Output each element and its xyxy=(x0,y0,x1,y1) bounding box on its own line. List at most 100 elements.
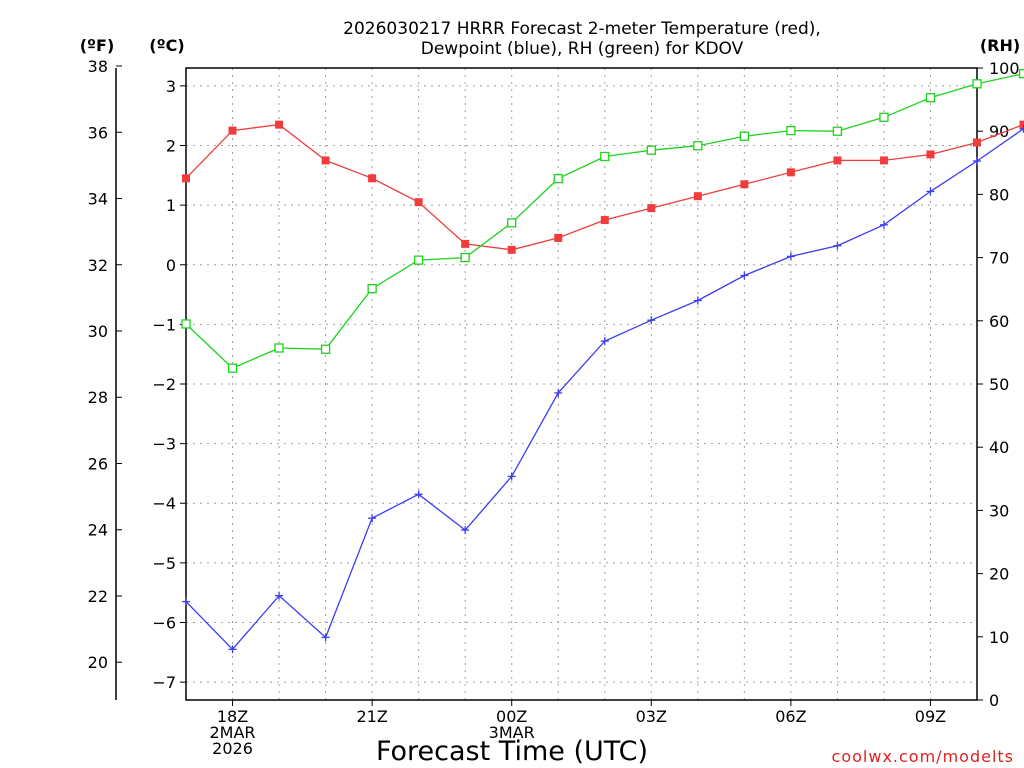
data-point xyxy=(182,597,190,606)
data-point xyxy=(461,526,470,535)
data-point xyxy=(739,131,750,141)
celsius-tick-label: −7 xyxy=(152,673,176,692)
data-point xyxy=(786,125,796,136)
data-point xyxy=(833,156,842,165)
x-tick-label: 3MAR xyxy=(489,723,535,742)
fahrenheit-tick-label: 28 xyxy=(88,388,108,407)
data-point xyxy=(925,93,936,103)
data-point xyxy=(228,645,237,654)
data-point xyxy=(275,120,284,129)
x-tick-label: 00Z xyxy=(496,707,527,726)
fahrenheit-tick-label: 20 xyxy=(88,653,108,672)
celsius-tick-label: −5 xyxy=(152,554,176,573)
fahrenheit-unit-label: (ºF) xyxy=(80,36,115,55)
data-point xyxy=(786,168,795,177)
data-point xyxy=(832,126,843,136)
rh-unit-label: (RH) xyxy=(980,36,1020,55)
data-point xyxy=(973,157,981,166)
data-point xyxy=(228,126,237,135)
data-point xyxy=(461,239,470,248)
rh-tick-label: 70 xyxy=(989,249,1009,268)
x-tick-label: 06Z xyxy=(775,707,806,726)
axes: −7 −6 −5 −4 −3 −2 −1 0 1 2 3 20 22 24 26 28 30 32 34 36 38 0 1… xyxy=(88,57,1020,758)
celsius-tick-label: 0 xyxy=(166,256,176,275)
data-point xyxy=(274,343,284,353)
data-point xyxy=(413,255,424,265)
data-point xyxy=(879,112,889,122)
data-point xyxy=(368,174,377,183)
data-point xyxy=(227,363,238,373)
data-point xyxy=(1019,120,1024,129)
x-tick-label: 03Z xyxy=(636,707,667,726)
rh-tick-label: 80 xyxy=(989,185,1009,204)
data-point xyxy=(693,296,702,305)
data-point xyxy=(646,145,656,155)
x-tick-label: 18Z xyxy=(217,707,248,726)
data-point xyxy=(320,344,331,354)
data-point xyxy=(553,173,563,184)
celsius-unit-label: (ºC) xyxy=(149,36,184,55)
data-point xyxy=(879,156,888,165)
chart-title: 2026030217 HRRR Forecast 2-meter Tempera… xyxy=(343,19,821,39)
data-point xyxy=(460,252,470,263)
celsius-tick-label: −3 xyxy=(152,435,176,454)
data-point xyxy=(740,180,749,189)
rh-tick-label: 40 xyxy=(989,438,1009,457)
celsius-tick-label: −1 xyxy=(152,315,176,334)
data-point xyxy=(181,319,191,329)
x-tick-label: 2026 xyxy=(212,739,253,758)
fahrenheit-tick-label: 34 xyxy=(88,190,108,209)
fahrenheit-tick-label: 26 xyxy=(88,454,108,473)
data-point xyxy=(321,156,330,165)
data-point xyxy=(507,245,516,254)
data-point xyxy=(1018,69,1024,79)
data-point xyxy=(600,337,609,346)
rh-tick-label: 60 xyxy=(989,312,1009,331)
data-point xyxy=(275,591,284,600)
rh-tick-label: 30 xyxy=(989,501,1009,520)
data-point xyxy=(926,187,935,196)
data-point xyxy=(554,388,563,397)
fahrenheit-tick-label: 30 xyxy=(88,322,108,341)
data-point xyxy=(321,633,330,642)
data-point xyxy=(647,316,656,325)
celsius-tick-label: 3 xyxy=(166,77,176,96)
celsius-tick-label: −6 xyxy=(152,613,176,632)
fahrenheit-tick-label: 32 xyxy=(88,256,108,275)
rh-tick-label: 10 xyxy=(989,628,1009,647)
celsius-tick-label: −4 xyxy=(152,494,176,513)
series-line xyxy=(185,128,1024,651)
data-point xyxy=(414,490,423,499)
credit-text: coolwx.com/modelts xyxy=(832,747,1014,766)
data-point xyxy=(368,514,377,523)
x-tick-label: 21Z xyxy=(356,707,387,726)
data-point xyxy=(647,204,656,213)
data-point xyxy=(414,198,423,207)
data-point xyxy=(693,141,703,151)
data-point xyxy=(507,472,516,481)
x-tick-label: 2MAR xyxy=(210,723,256,742)
grid-lines xyxy=(185,68,978,700)
celsius-tick-label: −2 xyxy=(152,375,176,394)
fahrenheit-tick-label: 22 xyxy=(88,587,108,606)
data-point xyxy=(786,252,795,261)
fahrenheit-tick-label: 38 xyxy=(88,57,108,76)
data-point xyxy=(554,233,563,242)
x-tick-label: 09Z xyxy=(915,707,946,726)
data-point xyxy=(693,192,702,201)
fahrenheit-tick-label: 24 xyxy=(88,521,108,540)
rh-tick-label: 100 xyxy=(989,59,1020,78)
data-point xyxy=(926,150,935,159)
data-point xyxy=(879,220,888,229)
fahrenheit-tick-label: 36 xyxy=(88,123,108,142)
data-point xyxy=(182,174,190,183)
rh-tick-label: 20 xyxy=(989,565,1009,584)
data-point xyxy=(507,218,517,228)
data-point xyxy=(600,151,610,162)
celsius-tick-label: 1 xyxy=(166,196,176,215)
celsius-tick-label: 2 xyxy=(166,137,176,156)
rh-tick-label: 50 xyxy=(989,375,1009,394)
series-layer xyxy=(181,69,1024,654)
x-axis-label: Forecast Time (UTC) xyxy=(376,736,648,767)
